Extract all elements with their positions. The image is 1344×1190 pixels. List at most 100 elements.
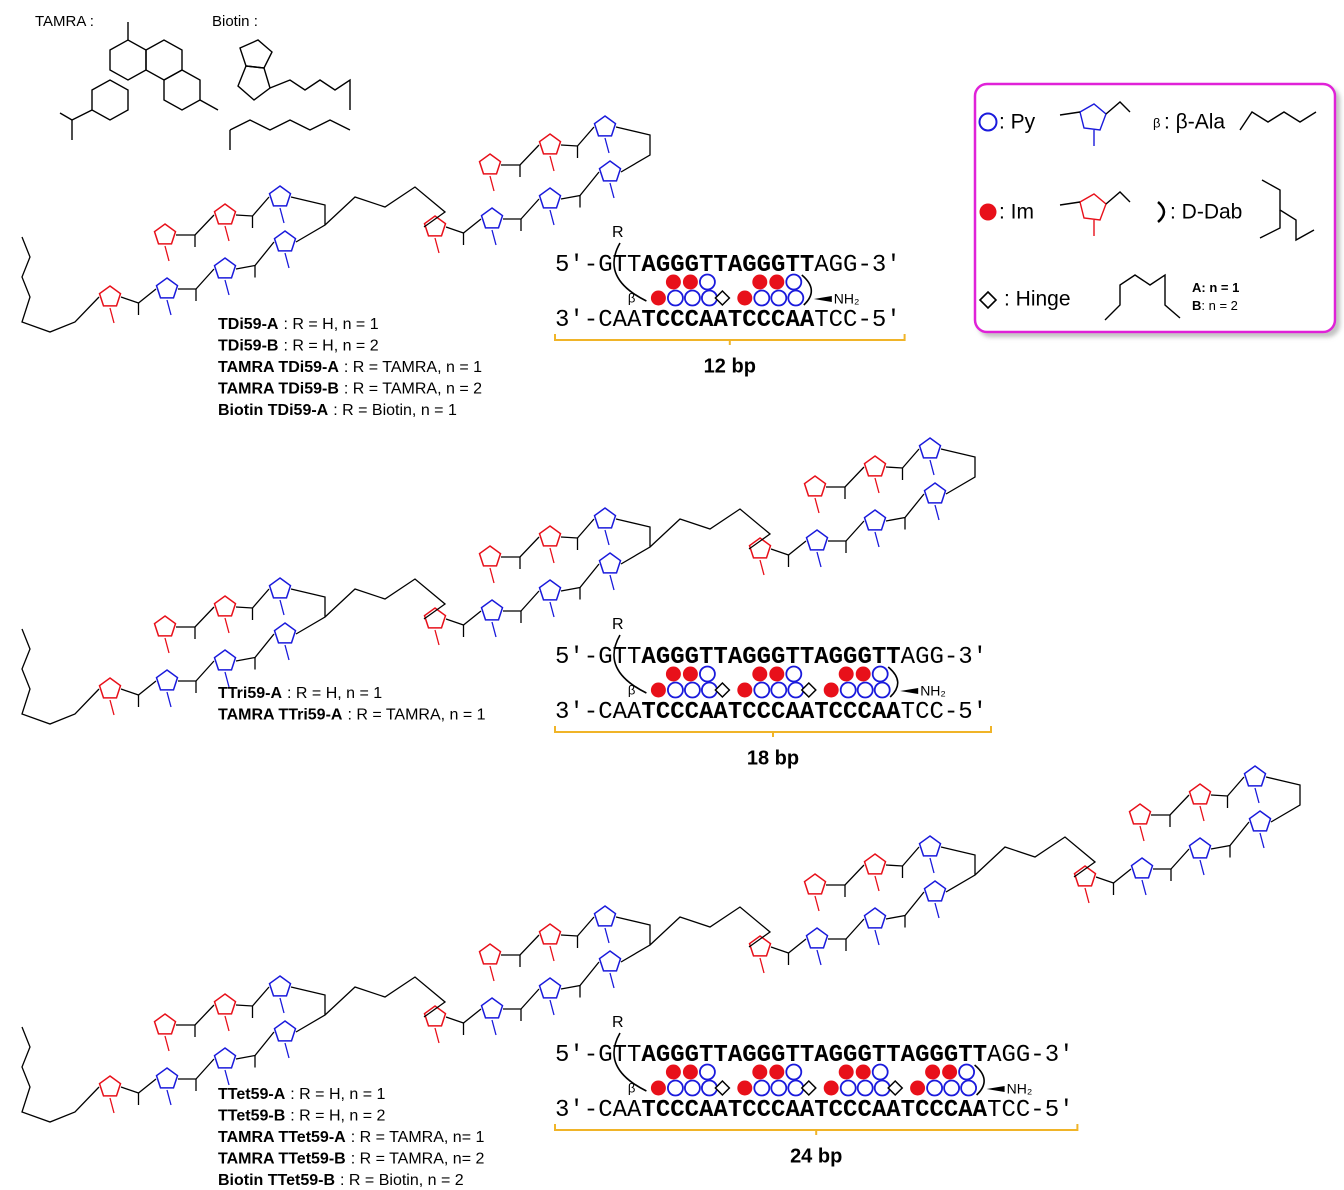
- strand-prefix: 5'-GTT: [555, 644, 641, 671]
- methyl: [285, 1043, 289, 1058]
- methyl: [930, 858, 934, 873]
- bond: [236, 634, 274, 661]
- compound-entry: TAMRA TTet59-B: R = TAMRA, n= 2: [218, 1151, 484, 1168]
- turn: [291, 987, 325, 1032]
- bond: [236, 1032, 274, 1059]
- im-circle: [839, 1065, 854, 1080]
- bond: [501, 537, 539, 557]
- bond: [561, 917, 594, 936]
- methyl: [285, 645, 289, 660]
- ring: [155, 1014, 176, 1034]
- methyl: [760, 958, 764, 973]
- ring: [1245, 766, 1266, 786]
- strand-suffix: AGG-3': [987, 1042, 1073, 1069]
- legend-b: B: n = 2: [1192, 298, 1238, 313]
- methyl: [760, 560, 764, 575]
- ring: [482, 998, 503, 1018]
- py-circle: [927, 1081, 942, 1096]
- compound-entry: TTri59-A: R = H, n = 1: [218, 685, 382, 702]
- ring: [865, 456, 886, 476]
- methyl: [490, 568, 494, 583]
- methyl: [1085, 888, 1089, 903]
- ring: [215, 596, 236, 616]
- im-circle: [737, 1081, 752, 1096]
- compound-desc: : R = H, n = 2: [283, 338, 378, 355]
- methyl: [550, 1000, 554, 1015]
- methyl: [490, 966, 494, 981]
- legend-dab: : D-Dab: [1170, 201, 1242, 224]
- py-circle: [788, 291, 803, 306]
- methyl: [165, 1036, 169, 1051]
- bond: [886, 449, 919, 468]
- py-circle: [685, 291, 700, 306]
- methyl: [815, 896, 819, 911]
- ring: [600, 951, 621, 971]
- methyl: [875, 930, 879, 945]
- im-circle: [942, 1065, 957, 1080]
- strand-prefix: 5'-GTT: [555, 252, 641, 279]
- py-circle: [668, 683, 683, 698]
- strand-core: AGGGTTAGGGTT: [641, 252, 814, 279]
- legend-beta-symbol: β: [1153, 115, 1160, 130]
- methyl: [280, 998, 284, 1013]
- ring: [805, 476, 826, 496]
- bond: [1151, 795, 1189, 815]
- bracket: [555, 1124, 1077, 1135]
- ring: [100, 1076, 121, 1096]
- py-circle: [944, 1081, 959, 1096]
- methyl: [875, 478, 879, 493]
- ring: [1250, 811, 1271, 831]
- methyl: [610, 973, 614, 988]
- methyl: [550, 156, 554, 171]
- hinge-diamond: [715, 683, 729, 697]
- bond: [561, 519, 594, 538]
- bond: [446, 611, 481, 625]
- biotin-label: Biotin :: [212, 13, 258, 30]
- bottom-strand: 3'-CAATCCCAATCCCAATCCCAATCCCAATCC-5': [555, 1097, 1074, 1124]
- ring: [157, 1068, 178, 1088]
- ring: [540, 924, 561, 944]
- methyl: [605, 530, 609, 545]
- ring: [1190, 784, 1211, 804]
- bp-length: 18 bp: [747, 747, 799, 769]
- compound-name: TAMRA TDi59-B: [218, 381, 339, 398]
- bond: [828, 521, 864, 541]
- ring: [215, 1048, 236, 1068]
- bond: [176, 1005, 214, 1025]
- ring: [270, 186, 291, 206]
- turn: [616, 917, 650, 962]
- top-strand: 5'-GTTAGGGTTAGGGTTAGGGTTAGG-3': [555, 644, 987, 671]
- biotin-structure: [230, 40, 350, 150]
- strand-prefix: 3'-CAA: [555, 307, 642, 334]
- methyl: [610, 183, 614, 198]
- tamra-label: TAMRA :: [35, 13, 94, 30]
- legend-hinge: : Hinge: [1004, 288, 1071, 311]
- ring: [807, 530, 828, 550]
- compound-entry: TAMRA TDi59-B: R = TAMRA, n = 2: [218, 381, 482, 398]
- im-circle: [651, 683, 666, 698]
- im-circle: [651, 291, 666, 306]
- bottom-strand: 3'-CAATCCCAATCCCAATCC-5': [555, 307, 901, 334]
- methyl: [225, 1070, 229, 1085]
- py-circle: [771, 683, 786, 698]
- bond: [178, 661, 214, 681]
- ring: [540, 134, 561, 154]
- ring: [540, 580, 561, 600]
- compound-name: TAMRA TTet59-A: [218, 1129, 346, 1146]
- methyl: [930, 460, 934, 475]
- bp-length: 24 bp: [790, 1145, 842, 1167]
- ring: [540, 188, 561, 208]
- methyl: [110, 700, 114, 715]
- turn: [1266, 777, 1300, 822]
- bond: [826, 467, 864, 487]
- strand-prefix: 5'-GTT: [555, 1042, 641, 1069]
- methyl: [550, 548, 554, 563]
- ring: [1132, 858, 1153, 878]
- im-circle: [856, 667, 871, 682]
- py-circle: [858, 1081, 873, 1096]
- strand-suffix: AGG-3': [901, 644, 987, 671]
- compound-entry: TTet59-A: R = H, n = 1: [218, 1086, 386, 1103]
- ring: [215, 258, 236, 278]
- py-circle: [685, 1081, 700, 1096]
- hinge-diamond: [802, 1081, 816, 1095]
